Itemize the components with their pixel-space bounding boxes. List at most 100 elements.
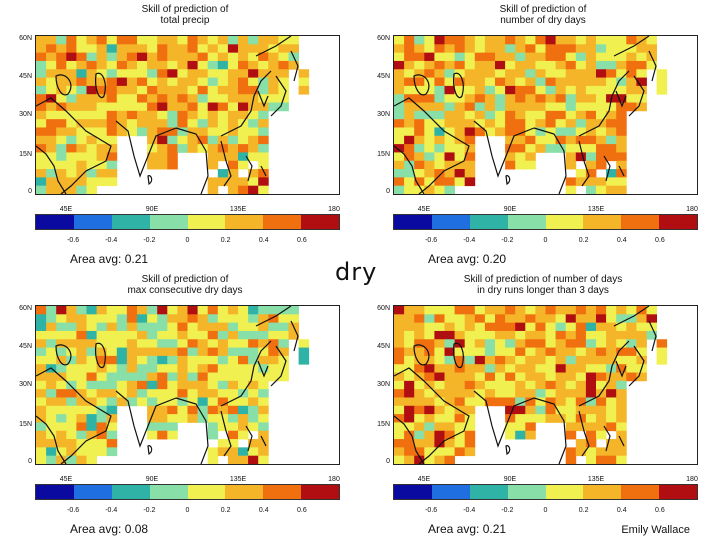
skill-cell bbox=[515, 380, 526, 390]
skill-cell bbox=[495, 85, 506, 95]
skill-cell bbox=[268, 60, 279, 70]
skill-cell bbox=[454, 380, 466, 390]
skill-cell bbox=[96, 60, 108, 70]
skill-cell bbox=[137, 52, 148, 62]
skill-cell bbox=[515, 339, 526, 348]
skill-cell bbox=[227, 414, 239, 423]
skill-cell bbox=[454, 177, 466, 187]
skill-cell bbox=[187, 102, 198, 112]
skill-cell bbox=[177, 347, 188, 357]
skill-cell bbox=[464, 60, 476, 70]
skill-cell bbox=[394, 330, 405, 340]
skill-cell bbox=[585, 306, 597, 315]
skill-cell bbox=[444, 397, 455, 407]
skill-cell bbox=[616, 455, 627, 464]
skill-cell bbox=[187, 77, 198, 87]
skill-cell bbox=[444, 347, 455, 357]
skill-cell bbox=[545, 330, 556, 340]
skill-cell bbox=[444, 85, 455, 95]
skill-cell bbox=[394, 85, 405, 95]
skill-cell bbox=[36, 135, 47, 145]
skill-cell bbox=[515, 110, 526, 120]
skill-cell bbox=[616, 430, 627, 440]
skill-cell bbox=[555, 372, 567, 382]
skill-cell bbox=[555, 314, 567, 324]
skill-cell bbox=[86, 169, 97, 178]
skill-cell bbox=[248, 397, 259, 407]
skill-cell bbox=[258, 60, 269, 70]
skill-cell bbox=[137, 397, 148, 407]
skill-cell bbox=[606, 372, 617, 382]
skill-cell bbox=[268, 52, 279, 62]
skill-cell bbox=[555, 110, 567, 120]
skill-cell bbox=[404, 144, 415, 153]
skill-cell bbox=[126, 330, 138, 340]
colorbar bbox=[35, 214, 340, 230]
colorbar bbox=[35, 484, 340, 500]
skill-cell bbox=[76, 422, 87, 432]
skill-cell bbox=[454, 439, 466, 448]
skill-cell bbox=[258, 185, 269, 194]
skill-cell bbox=[525, 44, 536, 54]
skill-cell bbox=[157, 347, 168, 357]
skill-cell bbox=[474, 36, 486, 45]
skill-cell bbox=[444, 119, 455, 128]
skill-cell bbox=[76, 439, 87, 448]
skill-cell bbox=[46, 414, 57, 423]
skill-cell bbox=[187, 110, 198, 120]
skill-cell bbox=[484, 44, 496, 54]
skill-cell bbox=[106, 380, 118, 390]
skill-cell bbox=[404, 322, 415, 332]
skill-cell bbox=[268, 36, 279, 45]
skill-cell bbox=[288, 330, 299, 340]
skill-cell bbox=[46, 372, 57, 382]
skill-cell bbox=[505, 52, 516, 62]
skill-cell bbox=[227, 185, 239, 194]
skill-cell bbox=[454, 60, 466, 70]
colorbar-tick-label: 0.6 bbox=[297, 237, 307, 244]
skill-cell bbox=[404, 405, 415, 415]
skill-cell bbox=[424, 177, 435, 187]
skill-cell bbox=[575, 422, 587, 432]
skill-cell bbox=[76, 364, 87, 373]
skill-cell bbox=[535, 144, 546, 153]
skill-cell bbox=[414, 169, 425, 178]
skill-cell bbox=[96, 389, 108, 398]
skill-cell bbox=[626, 52, 637, 62]
skill-cell bbox=[268, 77, 279, 87]
skill-cell bbox=[616, 347, 627, 357]
skill-cell bbox=[434, 135, 445, 145]
skill-cell bbox=[484, 330, 496, 340]
skill-cell bbox=[585, 85, 597, 95]
skill-cell bbox=[268, 364, 279, 373]
skill-cell bbox=[96, 330, 108, 340]
skill-cell bbox=[474, 110, 486, 120]
skill-cell bbox=[86, 144, 97, 153]
skill-cell bbox=[575, 36, 587, 45]
skill-cell bbox=[454, 85, 466, 95]
skill-cell bbox=[394, 397, 405, 407]
skill-cell bbox=[495, 60, 506, 70]
skill-cell bbox=[197, 330, 209, 340]
coastline bbox=[290, 320, 299, 352]
skill-cell bbox=[565, 36, 577, 45]
skill-cell bbox=[515, 127, 526, 137]
skill-cell bbox=[217, 110, 229, 120]
skill-cell bbox=[278, 330, 289, 340]
skill-cell bbox=[585, 169, 597, 178]
panel-title-line: total precip bbox=[160, 15, 210, 26]
coastline bbox=[220, 70, 272, 137]
skill-cell bbox=[76, 127, 87, 137]
skill-cell bbox=[217, 102, 229, 112]
skill-cell bbox=[454, 94, 466, 103]
skill-cell bbox=[606, 69, 617, 78]
skill-cell bbox=[258, 380, 269, 390]
skill-cell bbox=[626, 44, 637, 54]
skill-cell bbox=[636, 355, 647, 365]
skill-cell bbox=[167, 355, 178, 365]
skill-cell bbox=[207, 110, 219, 120]
skill-cell bbox=[96, 52, 108, 62]
skill-cell bbox=[248, 52, 259, 62]
skill-cell bbox=[424, 380, 435, 390]
skill-cell bbox=[66, 94, 77, 103]
